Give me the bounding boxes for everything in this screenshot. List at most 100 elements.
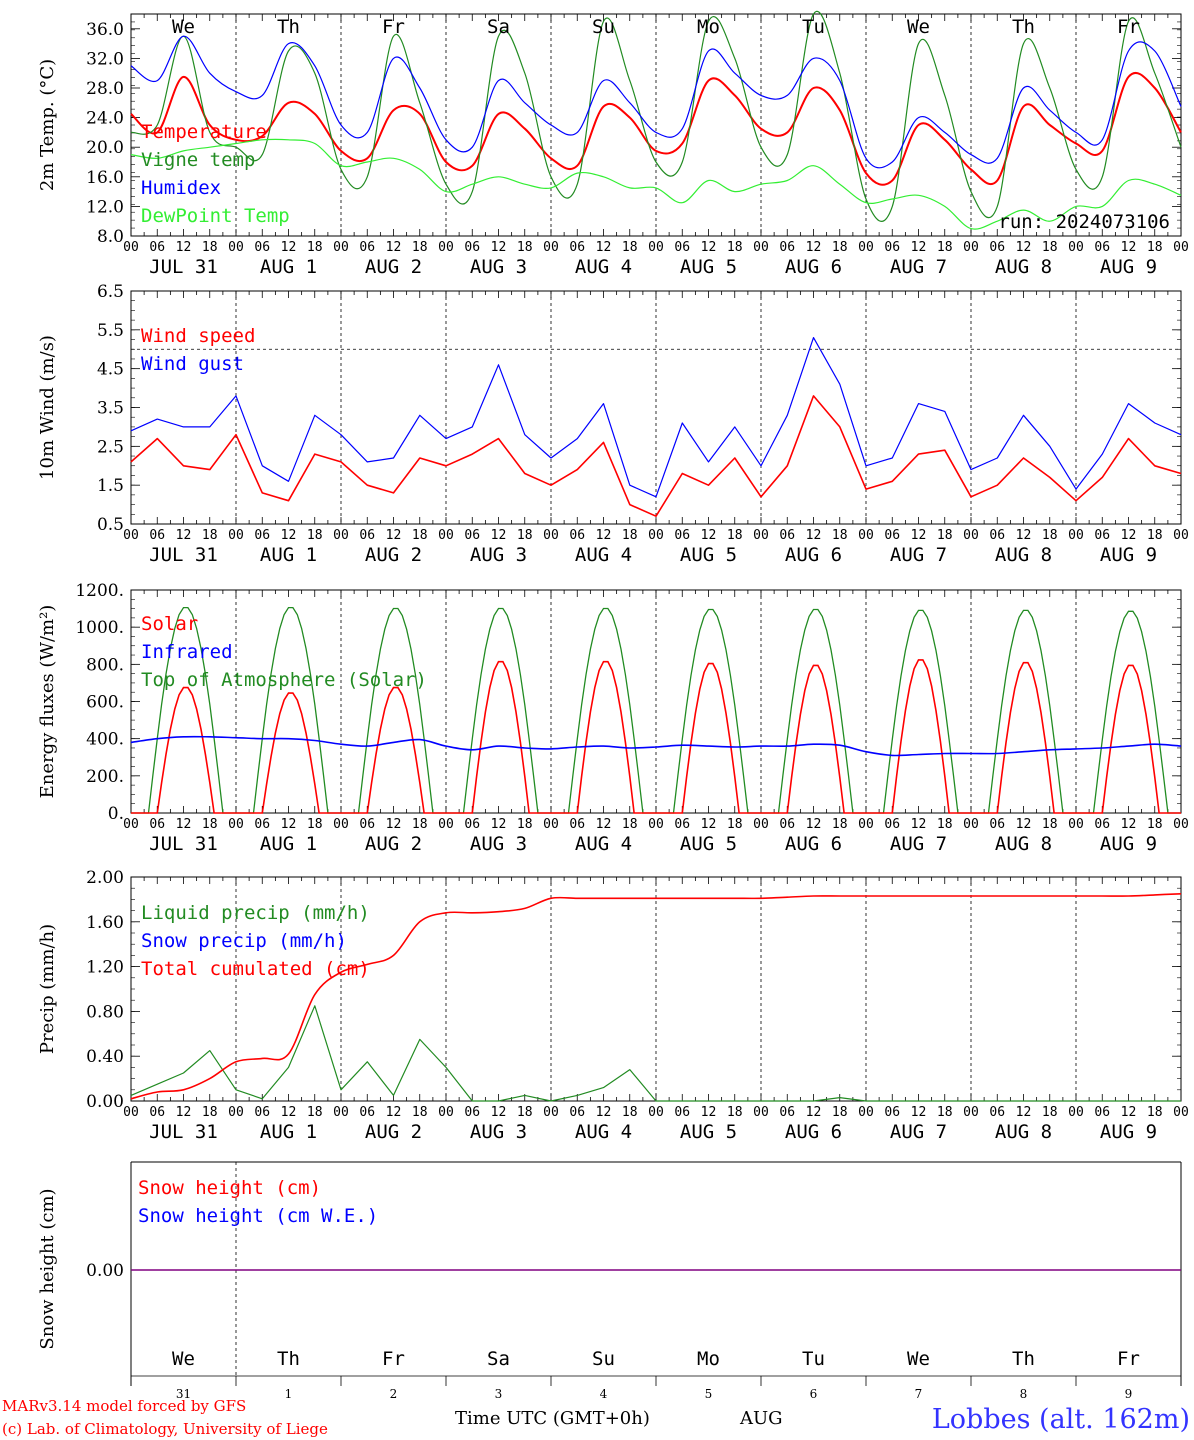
hour-tick-label: 00 bbox=[438, 240, 454, 255]
hour-tick-label: 18 bbox=[622, 1105, 638, 1120]
hour-tick-label: 12 bbox=[491, 1105, 507, 1120]
hour-tick-label: 12 bbox=[176, 1105, 192, 1120]
legend-entry: Snow height (cm W.E.) bbox=[138, 1205, 378, 1227]
day-number-label: 7 bbox=[915, 1387, 923, 1401]
hour-tick-label: 00 bbox=[1173, 240, 1189, 255]
day-abbr-label: Sa bbox=[487, 1348, 510, 1370]
hour-tick-label: 18 bbox=[727, 528, 743, 543]
day-abbr-label: Fr bbox=[1117, 16, 1140, 38]
hour-tick-label: 18 bbox=[1042, 817, 1058, 832]
hour-tick-label: 18 bbox=[517, 528, 533, 543]
date-label: AUG 1 bbox=[260, 1121, 317, 1143]
hour-tick-label: 12 bbox=[911, 817, 927, 832]
hour-tick-label: 06 bbox=[1094, 528, 1110, 543]
hour-tick-label: 12 bbox=[281, 1105, 297, 1120]
day-abbr-label: We bbox=[907, 16, 930, 38]
hour-tick-label: 12 bbox=[1121, 817, 1137, 832]
y-tick-label: 36.0 bbox=[86, 20, 124, 40]
hour-tick-label: 12 bbox=[491, 240, 507, 255]
series-gust bbox=[130, 337, 1182, 498]
date-label: AUG 2 bbox=[365, 544, 422, 566]
hour-tick-label: 18 bbox=[832, 528, 848, 543]
y-tick-label: 2.5 bbox=[97, 437, 124, 457]
date-label: AUG 1 bbox=[260, 256, 317, 278]
day-number-label: 31 bbox=[176, 1387, 191, 1401]
date-label: AUG 7 bbox=[890, 833, 947, 855]
hour-tick-label: 00 bbox=[1068, 528, 1084, 543]
legend-entry: Top of Atmosphere (Solar) bbox=[141, 669, 427, 691]
hour-tick-label: 18 bbox=[1147, 528, 1163, 543]
hour-tick-label: 18 bbox=[727, 240, 743, 255]
y-tick-label: 800. bbox=[86, 655, 124, 675]
hour-tick-label: 18 bbox=[202, 528, 218, 543]
hour-tick-label: 18 bbox=[937, 1105, 953, 1120]
date-label: AUG 5 bbox=[680, 256, 737, 278]
hour-tick-label: 00 bbox=[543, 240, 559, 255]
y-tick-label: 1000. bbox=[75, 618, 124, 638]
hour-tick-label: 00 bbox=[648, 1105, 664, 1120]
model-credit: MARv3.14 model forced by GFS bbox=[2, 1397, 246, 1415]
day-abbr-label: Fr bbox=[1117, 1348, 1140, 1370]
hour-tick-label: 12 bbox=[386, 528, 402, 543]
legend-entry: Solar bbox=[141, 613, 198, 635]
date-label: JUL 31 bbox=[149, 833, 218, 855]
hour-tick-label: 18 bbox=[307, 528, 323, 543]
hour-tick-label: 00 bbox=[543, 528, 559, 543]
day-abbr-label: Th bbox=[1012, 16, 1035, 38]
day-abbr-label: Th bbox=[277, 1348, 300, 1370]
panel-frame bbox=[130, 589, 1182, 814]
legend-entry: Total cumulated (cm) bbox=[141, 958, 370, 980]
hour-tick-label: 12 bbox=[701, 817, 717, 832]
y-tick-label: 0.5 bbox=[97, 515, 124, 535]
hour-tick-label: 18 bbox=[1147, 817, 1163, 832]
hour-tick-label: 06 bbox=[779, 817, 795, 832]
y-axis-title: Snow height (cm) bbox=[37, 1188, 58, 1349]
date-label: AUG 1 bbox=[260, 833, 317, 855]
legend-entry: Temperature bbox=[141, 121, 267, 143]
hour-tick-label: 12 bbox=[911, 528, 927, 543]
legend-entry: Humidex bbox=[141, 177, 221, 199]
date-label: AUG 6 bbox=[785, 256, 842, 278]
hour-tick-label: 18 bbox=[832, 240, 848, 255]
hour-tick-label: 12 bbox=[1121, 240, 1137, 255]
hour-tick-label: 12 bbox=[386, 817, 402, 832]
day-number-label: 5 bbox=[705, 1387, 713, 1401]
hour-tick-label: 18 bbox=[727, 1105, 743, 1120]
date-label: AUG 9 bbox=[1100, 833, 1157, 855]
panel-precip: 00 06 12 18 00 06 12 18 00 06 12 18 00 06 12 18 00 06 12 18… bbox=[37, 868, 1189, 1143]
y-tick-label: 600. bbox=[86, 693, 124, 713]
date-label: AUG 5 bbox=[680, 1121, 737, 1143]
y-tick-label: 32.0 bbox=[86, 49, 124, 69]
hour-tick-label: 18 bbox=[832, 817, 848, 832]
hour-tick-label: 06 bbox=[359, 1105, 375, 1120]
hour-tick-label: 00 bbox=[1173, 528, 1189, 543]
date-label: AUG 3 bbox=[470, 256, 527, 278]
panel-temperature: 00 06 12 18 00 06 12 18 00 06 12 18 00 06 12 18 00 06 12 18… bbox=[37, 10, 1189, 278]
y-axis-title: Precip (mm/h) bbox=[37, 924, 58, 1054]
hour-tick-label: 00 bbox=[438, 1105, 454, 1120]
date-label: AUG 6 bbox=[785, 544, 842, 566]
y-axis-title: Energy fluxes (W/m²) bbox=[37, 605, 58, 799]
hour-tick-label: 06 bbox=[254, 240, 270, 255]
hour-tick-label: 06 bbox=[359, 240, 375, 255]
day-number-label: 2 bbox=[390, 1387, 398, 1401]
hour-tick-label: 12 bbox=[491, 528, 507, 543]
hour-tick-label: 00 bbox=[963, 1105, 979, 1120]
date-label: AUG 8 bbox=[995, 833, 1052, 855]
hour-tick-label: 06 bbox=[254, 528, 270, 543]
hour-tick-label: 06 bbox=[464, 240, 480, 255]
legend-entry: Liquid precip (mm/h) bbox=[141, 902, 370, 924]
hour-tick-label: 00 bbox=[543, 817, 559, 832]
hour-tick-label: 18 bbox=[1147, 240, 1163, 255]
date-label: AUG 8 bbox=[995, 1121, 1052, 1143]
date-label: AUG 9 bbox=[1100, 256, 1157, 278]
y-tick-label: 24.0 bbox=[86, 109, 124, 129]
hour-tick-label: 12 bbox=[911, 240, 927, 255]
y-tick-label: 1.20 bbox=[86, 958, 124, 978]
day-abbr-label: Mo bbox=[697, 16, 720, 38]
hour-tick-label: 06 bbox=[149, 817, 165, 832]
day-number-label: 8 bbox=[1020, 1387, 1028, 1401]
date-label: AUG 2 bbox=[365, 1121, 422, 1143]
hour-tick-label: 00 bbox=[333, 528, 349, 543]
